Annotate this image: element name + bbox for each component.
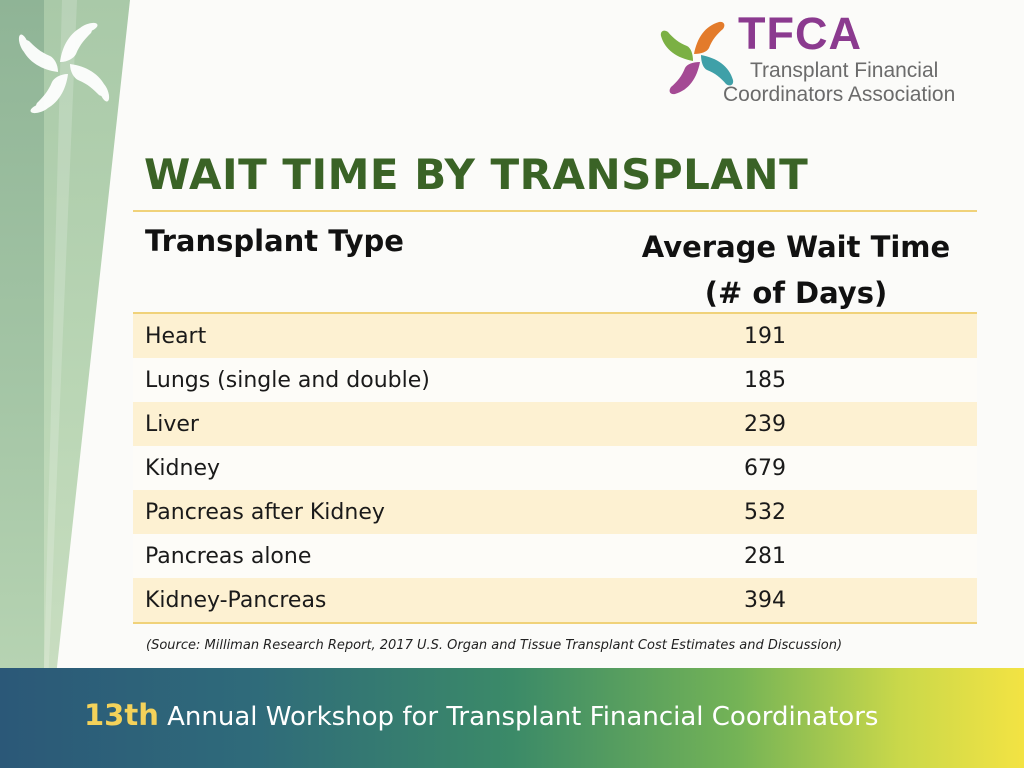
hands-logo-icon: [18, 22, 110, 114]
table-row: Heart 191: [133, 314, 977, 358]
slide-title: WAIT TIME BY TRANSPLANT: [144, 150, 809, 199]
table-row: Pancreas alone 281: [133, 534, 977, 578]
table-header: Transplant Type Average Wait Time (# of …: [133, 210, 977, 314]
cell-wait-days: 532: [744, 499, 786, 525]
footer-text: 13th Annual Workshop for Transplant Fina…: [84, 698, 878, 732]
wait-time-table: Transplant Type Average Wait Time (# of …: [133, 210, 977, 624]
cell-wait-days: 239: [744, 411, 786, 437]
table-row: Pancreas after Kidney 532: [133, 490, 977, 534]
cell-transplant-type: Pancreas after Kidney: [145, 499, 385, 525]
logo-subtitle-line2: Coordinators Association: [723, 83, 956, 106]
logo-name: TFCA: [738, 8, 862, 59]
table-row: Kidney-Pancreas 394: [133, 578, 977, 622]
footer-edition-number: 13th: [84, 698, 159, 732]
tfca-logo: TFCA Transplant Financial Coordinators A…: [656, 8, 996, 108]
footer-workshop-title: Annual Workshop for Transplant Financial…: [158, 702, 879, 732]
cell-transplant-type: Liver: [145, 411, 199, 437]
cell-wait-days: 281: [744, 543, 786, 569]
tfca-hands-icon: [660, 21, 734, 95]
logo-subtitle-line1: Transplant Financial: [750, 59, 939, 82]
cell-transplant-type: Pancreas alone: [145, 543, 312, 569]
table-body: Heart 191 Lungs (single and double) 185 …: [133, 314, 977, 624]
table-row: Liver 239: [133, 402, 977, 446]
cell-transplant-type: Kidney: [145, 455, 221, 481]
header-wait-line1: Average Wait Time: [641, 230, 951, 264]
table-row: Lungs (single and double) 185: [133, 358, 977, 402]
cell-wait-days: 191: [744, 323, 786, 349]
table-row: Kidney 679: [133, 446, 977, 490]
cell-transplant-type: Heart: [145, 323, 207, 349]
cell-wait-days: 185: [744, 367, 786, 393]
source-citation: (Source: Milliman Research Report, 2017 …: [146, 638, 843, 653]
cell-wait-days: 394: [744, 587, 786, 613]
cell-transplant-type: Lungs (single and double): [145, 367, 430, 393]
cell-wait-days: 679: [744, 455, 786, 481]
cell-transplant-type: Kidney-Pancreas: [145, 587, 327, 613]
header-transplant-type: Transplant Type: [145, 224, 404, 258]
footer-banner: 13th Annual Workshop for Transplant Fina…: [0, 668, 1024, 768]
header-wait-line2: (# of Days): [704, 276, 888, 310]
header-average-wait-time: Average Wait Time (# of Days): [603, 212, 977, 312]
